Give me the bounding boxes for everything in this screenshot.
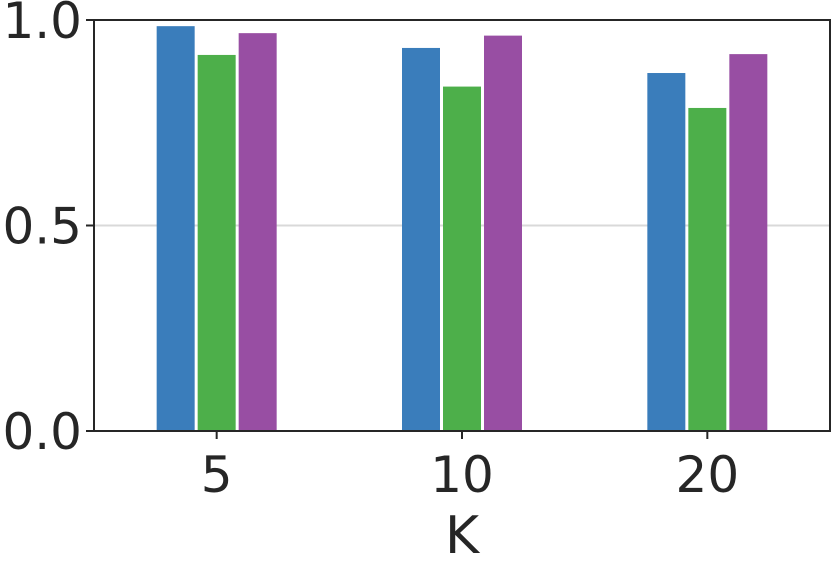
y-tick-labels: 0.0 0.5 1.0 [2, 0, 82, 461]
x-tick-label-2: 20 [676, 446, 740, 504]
y-tick-label-2: 1.0 [2, 0, 82, 50]
bar-series1-k5 [156, 26, 195, 431]
x-tick-labels: 5 10 20 [201, 446, 739, 504]
bar-series2-k20 [688, 107, 727, 431]
bar-series1-k20 [647, 73, 686, 432]
bar-series3-k20 [729, 54, 768, 431]
y-tick-label-1: 0.5 [2, 198, 82, 256]
bar-series1-k10 [402, 47, 440, 431]
bar-series3-k10 [484, 35, 522, 431]
y-tick-label-0: 0.0 [2, 403, 82, 461]
tick-marks [86, 19, 709, 439]
bars [156, 26, 768, 432]
bar-series2-k5 [197, 54, 236, 432]
bar-series3-k5 [238, 33, 277, 431]
x-tick-label-0: 5 [201, 446, 233, 504]
x-axis-label: K [445, 506, 481, 564]
x-tick-label-1: 10 [430, 446, 494, 504]
bar-series2-k10 [443, 86, 481, 431]
